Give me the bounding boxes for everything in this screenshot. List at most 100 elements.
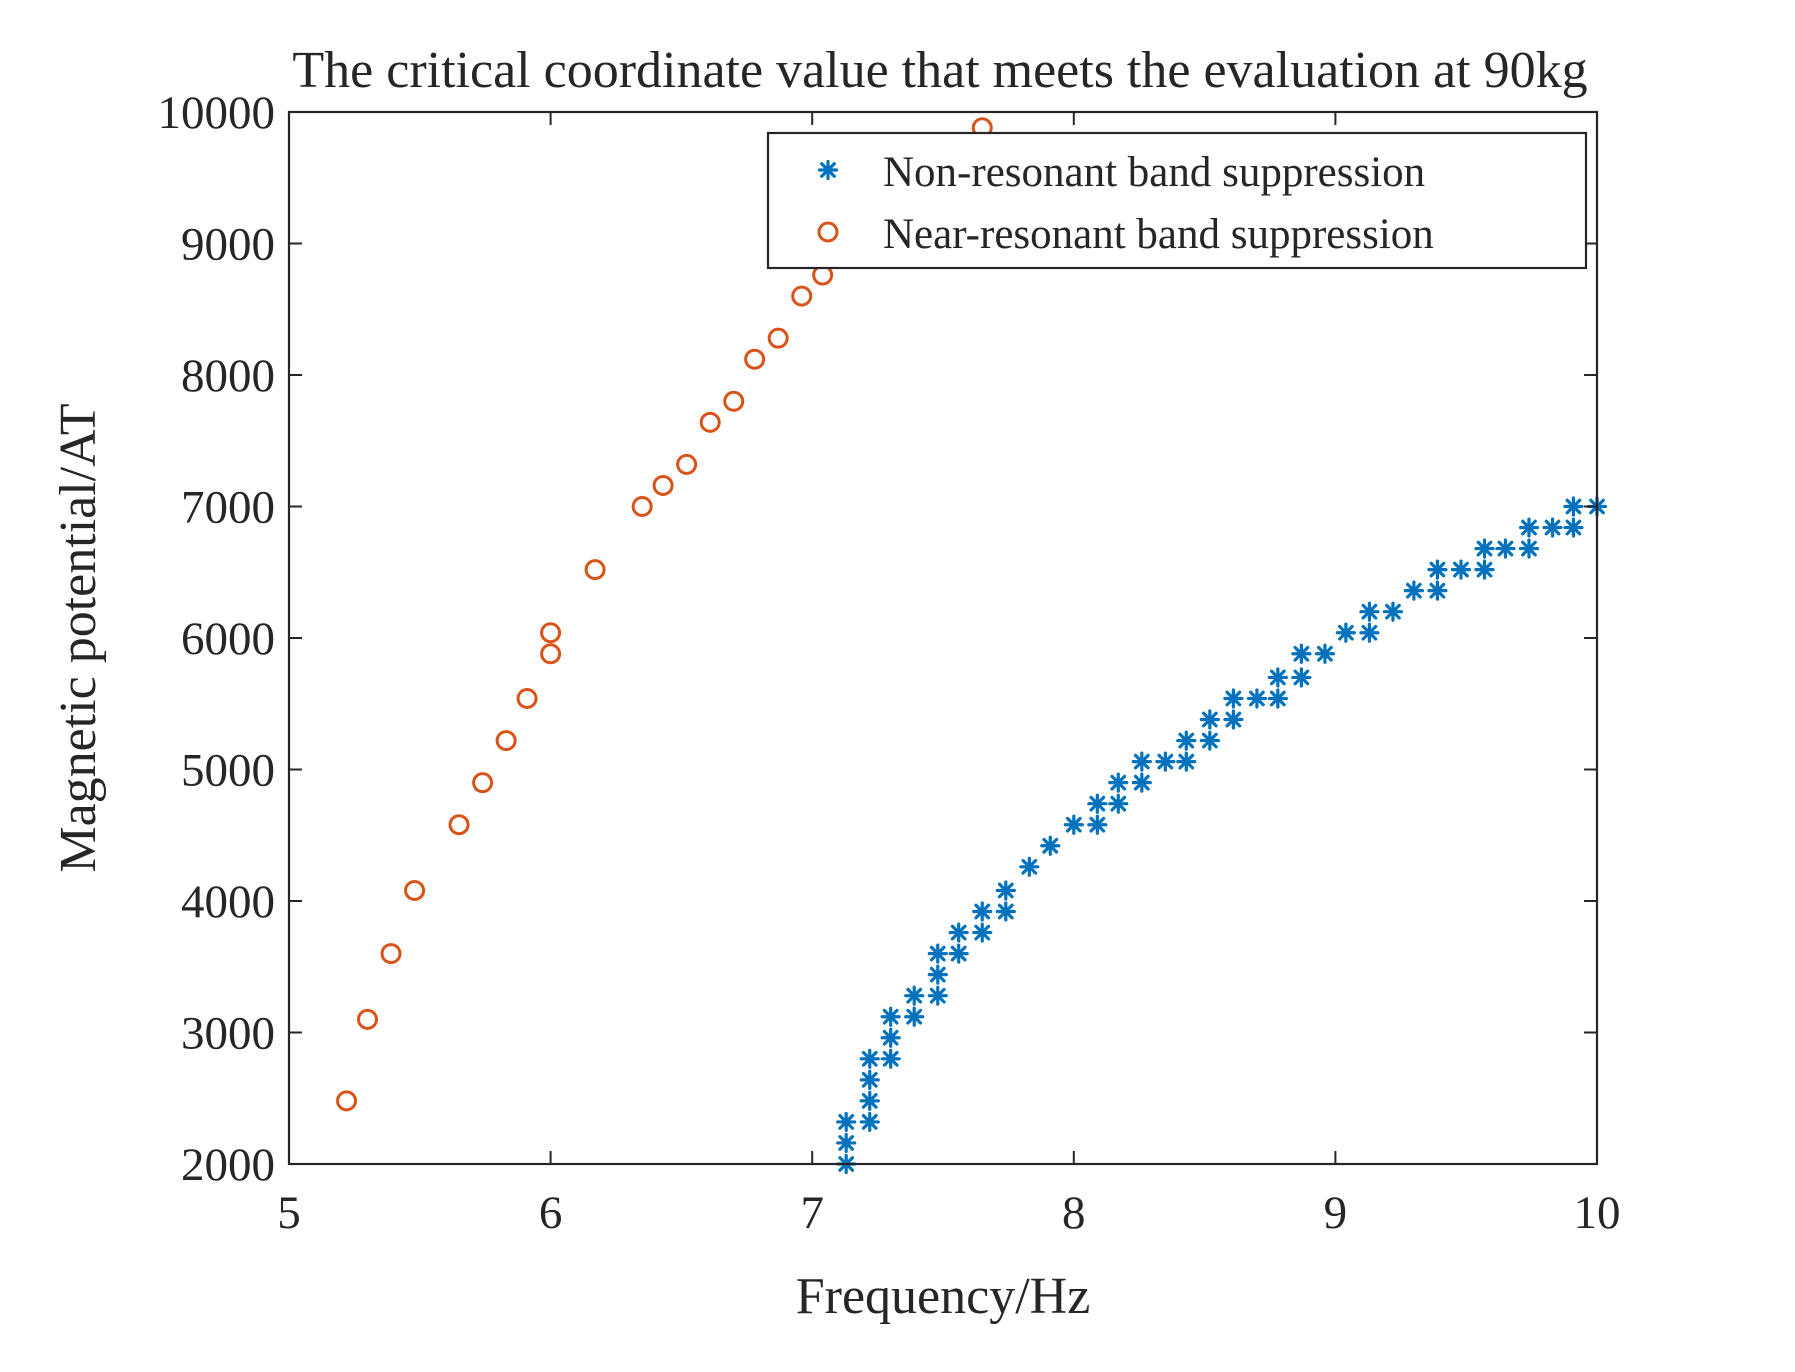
data-point-asterisk [859,1069,880,1090]
data-point-asterisk [1542,517,1563,538]
data-point-asterisk [972,901,993,922]
y-tick-label: 7000 [181,482,275,534]
data-point-asterisk [948,922,969,943]
data-point-circle [540,622,562,644]
data-point-circle [472,772,494,794]
data-point-circle [767,327,789,349]
data-point-asterisk [1495,538,1516,559]
x-tick-label: 10 [1574,1187,1621,1239]
data-point-asterisk [1108,793,1129,814]
plot-area [289,112,1597,1164]
data-point-asterisk [1040,835,1061,856]
data-point-asterisk [1382,601,1404,622]
legend-marker-near-resonant [817,221,839,243]
data-point-circle [495,730,517,752]
data-point-asterisk [1087,814,1108,835]
data-point-circle [404,879,426,901]
data-point-asterisk [859,1048,880,1069]
x-tick-label: 8 [1062,1187,1086,1239]
data-point-asterisk [1427,580,1448,601]
data-point-asterisk [859,1090,880,1111]
data-point-asterisk [1267,688,1288,709]
data-point-circle [356,1008,378,1030]
data-point-asterisk [1199,709,1220,730]
data-point-asterisk [1087,793,1108,814]
x-tick-label: 5 [277,1187,301,1239]
legend-circle-marker [817,221,839,243]
x-tick-label: 7 [800,1187,824,1239]
data-point-asterisk [927,943,948,964]
data-point-asterisk [1403,580,1424,601]
legend-marker-non-resonant [817,159,839,181]
data-point-asterisk [1427,559,1448,580]
data-point-circle [336,1090,358,1112]
data-point-asterisk [1131,772,1152,793]
data-point-asterisk [1108,772,1129,793]
data-point-circle [631,496,653,517]
data-point-asterisk [1176,730,1197,751]
data-point-asterisk [1131,751,1152,772]
y-tick-label: 8000 [181,350,275,402]
x-axis-label: Frequency/Hz [796,1268,1091,1325]
data-point-circle [791,285,813,307]
data-point-circle [652,474,674,496]
data-point-circle [699,411,721,433]
x-tick-label: 6 [539,1187,563,1239]
data-point-asterisk [1314,643,1336,664]
data-point-asterisk [1176,751,1197,772]
data-point-asterisk [880,1048,901,1069]
data-point-asterisk [836,1132,857,1154]
y-tick-label: 2000 [181,1139,275,1191]
data-point-asterisk [1563,517,1584,538]
data-point-asterisk [1359,622,1380,643]
y-tick-label: 6000 [181,613,275,665]
data-point-circle [676,453,698,475]
chart-title: The critical coordinate value that meets… [292,42,1587,99]
data-point-asterisk [995,901,1016,922]
data-point-circle [744,348,766,370]
legend-asterisk-marker [817,159,839,181]
data-point-asterisk [927,964,948,985]
data-point-asterisk [904,985,925,1006]
data-point-asterisk [1155,751,1176,772]
data-point-circle [516,687,538,709]
data-point-asterisk [948,943,969,964]
legend-label-near-resonant: Near-resonant band suppression [883,211,1434,258]
data-point-asterisk [1450,559,1472,580]
y-tick-label: 4000 [181,876,275,928]
data-point-asterisk [1223,688,1244,709]
y-tick-label: 5000 [181,745,275,797]
x-tick-label: 9 [1324,1187,1348,1239]
data-point-asterisk [1223,709,1244,730]
legend-box [766,131,1588,270]
axes-layer: 5 6 7 8 9 10 2000 3000 4000 5000 6000 7000 8000 9000 1… [158,87,1621,1239]
data-point-asterisk [880,1006,901,1027]
data-point-asterisk [995,880,1016,901]
series-non-resonant [836,496,1608,1175]
data-point-circle [448,814,470,836]
y-axis-label: Magnetic potential/AT [50,403,107,872]
data-point-asterisk [880,1027,901,1048]
data-point-asterisk [1019,856,1040,877]
data-point-asterisk [1199,730,1220,751]
data-point-asterisk [1359,601,1380,622]
legend-label-non-resonant: Non-resonant band suppression [883,149,1425,196]
data-point-asterisk [927,985,948,1006]
data-point-circle [723,390,745,412]
data-point-circle [540,643,562,665]
data-point-asterisk [904,1006,925,1027]
data-point-circle [584,559,606,581]
data-point-asterisk [1474,559,1495,580]
data-point-asterisk [836,1111,857,1133]
y-tick-label: 9000 [181,219,275,271]
data-point-asterisk [1291,667,1312,688]
data-point-asterisk [1563,496,1584,517]
data-point-circle [380,943,402,965]
legend: Non-resonant band suppression Near-reson… [766,131,1588,270]
data-point-asterisk [1518,538,1540,559]
data-point-asterisk [1063,814,1084,835]
data-point-asterisk [1291,643,1312,664]
data-point-asterisk [1335,622,1356,643]
y-tick-label: 10000 [158,87,276,139]
